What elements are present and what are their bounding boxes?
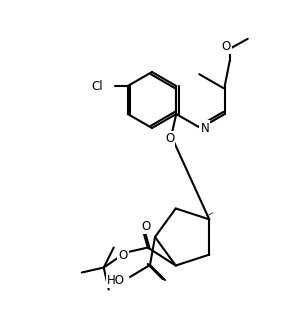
- Text: O: O: [165, 133, 174, 146]
- Text: HO: HO: [107, 274, 125, 286]
- Text: O: O: [221, 40, 230, 53]
- Text: N: N: [200, 121, 209, 135]
- Text: Cl: Cl: [91, 80, 103, 92]
- Text: O: O: [141, 220, 150, 233]
- Text: O: O: [118, 249, 127, 262]
